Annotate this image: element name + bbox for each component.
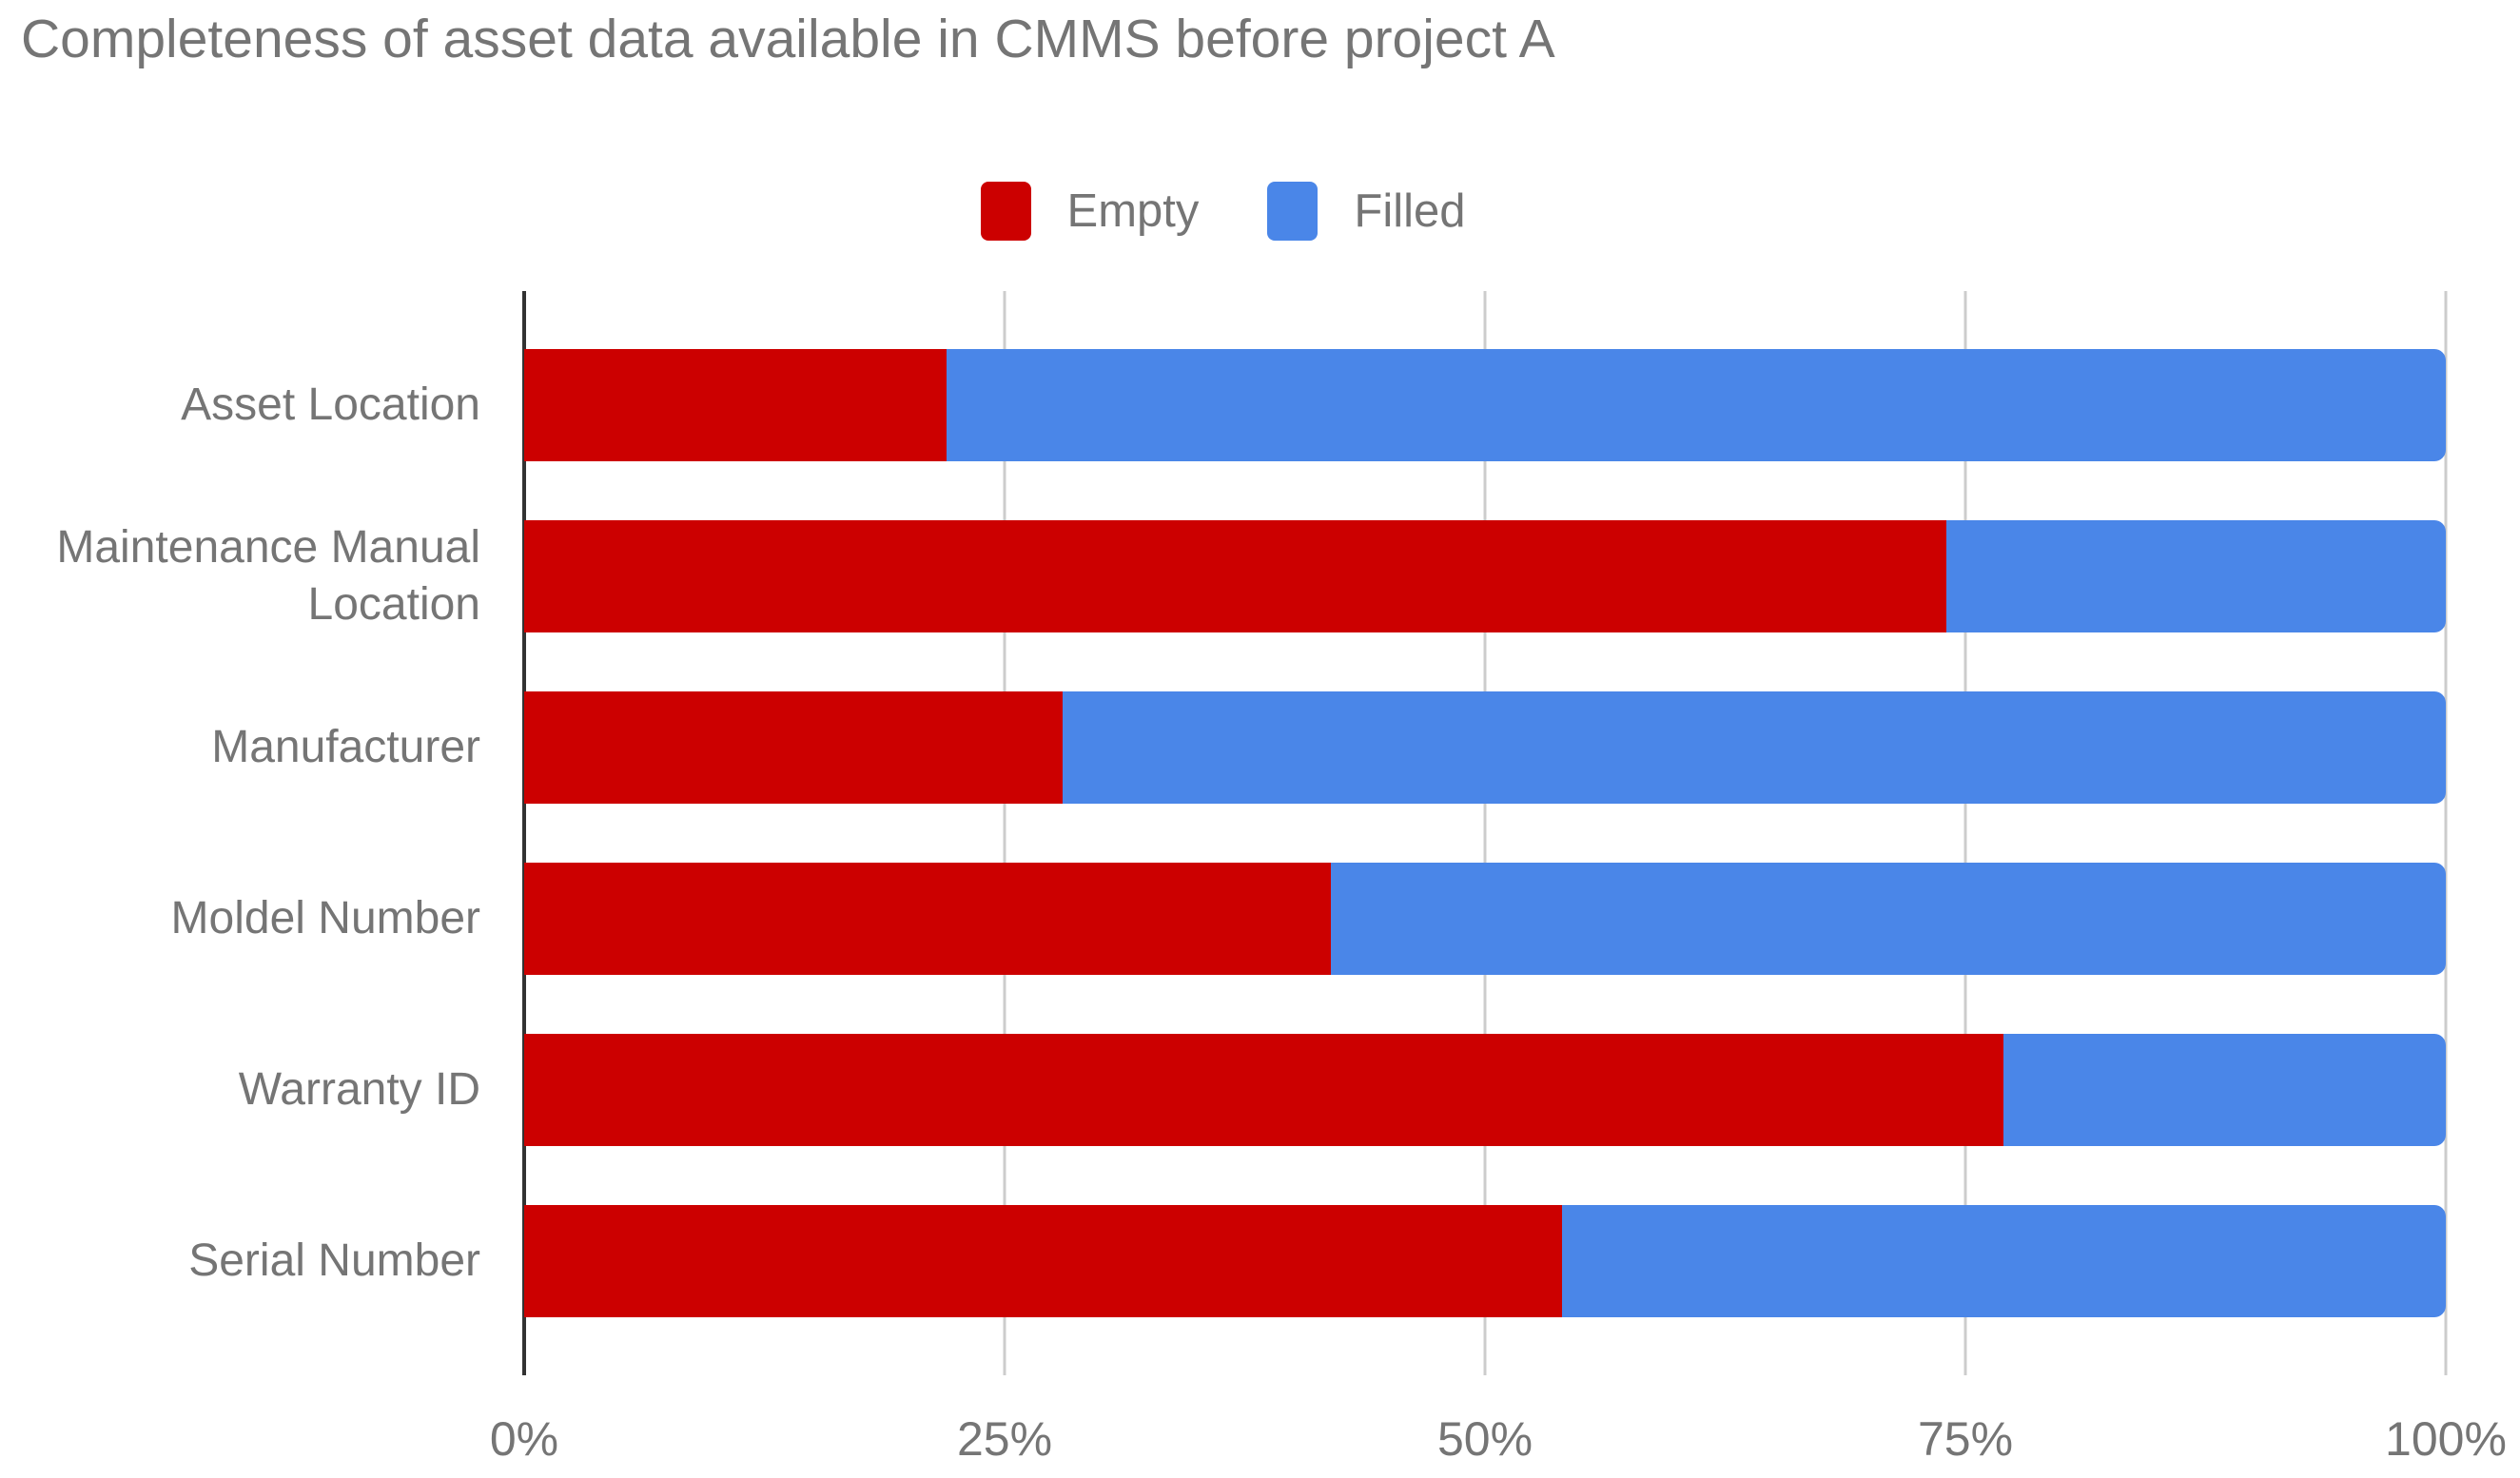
bar-segment-empty[interactable]: [524, 1205, 1562, 1317]
category-label: Moldel Number: [170, 893, 480, 943]
legend-item-empty: Empty: [980, 182, 1200, 241]
y-axis-line: [522, 291, 526, 1375]
stacked-bar: [524, 349, 2446, 461]
bar-row: [524, 662, 2446, 833]
x-tick-label: 25%: [956, 1412, 1053, 1466]
category-labels: Asset Location Maintenance Manual Locatio…: [0, 291, 480, 1375]
bar-segment-empty[interactable]: [524, 691, 1063, 804]
legend-label: Filled: [1354, 185, 1466, 237]
bar-segment-empty[interactable]: [524, 863, 1332, 975]
legend-item-filled: Filled: [1267, 182, 1465, 241]
bar-segment-empty[interactable]: [524, 520, 1946, 632]
x-axis: 0% 25% 50% 75% 100%: [490, 1375, 2507, 1478]
bar-row: [524, 1004, 2446, 1176]
stacked-bar: [524, 1205, 2446, 1317]
gridline: [2444, 291, 2448, 1375]
gridlines: [522, 291, 2448, 1375]
bar-row: [524, 320, 2446, 491]
legend-label: Empty: [1066, 185, 1200, 237]
bar-row: [524, 1176, 2446, 1347]
stacked-bar: [524, 691, 2446, 804]
bars: [524, 291, 2446, 1375]
stacked-bar: [524, 863, 2446, 975]
x-tick-label: 0%: [489, 1412, 559, 1466]
bar-segment-filled[interactable]: [1062, 691, 2446, 804]
bar-segment-filled[interactable]: [1331, 863, 2446, 975]
x-tick-label: 50%: [1436, 1412, 1533, 1466]
category-label: Manufacturer: [211, 722, 480, 772]
category-label: Serial Number: [188, 1235, 480, 1286]
category-label: Maintenance Manual Location: [56, 522, 480, 630]
stacked-bar: [524, 520, 2446, 632]
bar-segment-filled[interactable]: [2003, 1034, 2446, 1146]
gridline: [1483, 291, 1487, 1375]
gridline: [1963, 291, 1967, 1375]
bar-segment-empty[interactable]: [524, 1034, 2004, 1146]
category-label: Asset Location: [181, 379, 480, 430]
x-tick-label: 75%: [1917, 1412, 2014, 1466]
legend: Empty Filled: [0, 177, 2446, 245]
category-label: Warranty ID: [238, 1064, 480, 1115]
legend-swatch-empty: [980, 182, 1031, 241]
bar-segment-empty[interactable]: [524, 349, 947, 461]
bar-row: [524, 491, 2446, 662]
bar-row: [524, 833, 2446, 1004]
stacked-bar: [524, 1034, 2446, 1146]
gridline: [1003, 291, 1006, 1375]
bar-segment-filled[interactable]: [1945, 520, 2446, 632]
chart-title: Completeness of asset data available in …: [21, 9, 1555, 69]
legend-swatch-filled: [1267, 182, 1319, 241]
x-tick-label: 100%: [2385, 1412, 2507, 1466]
plot-area: [522, 291, 2448, 1375]
bar-segment-filled[interactable]: [1561, 1205, 2446, 1317]
bar-segment-filled[interactable]: [947, 349, 2446, 461]
